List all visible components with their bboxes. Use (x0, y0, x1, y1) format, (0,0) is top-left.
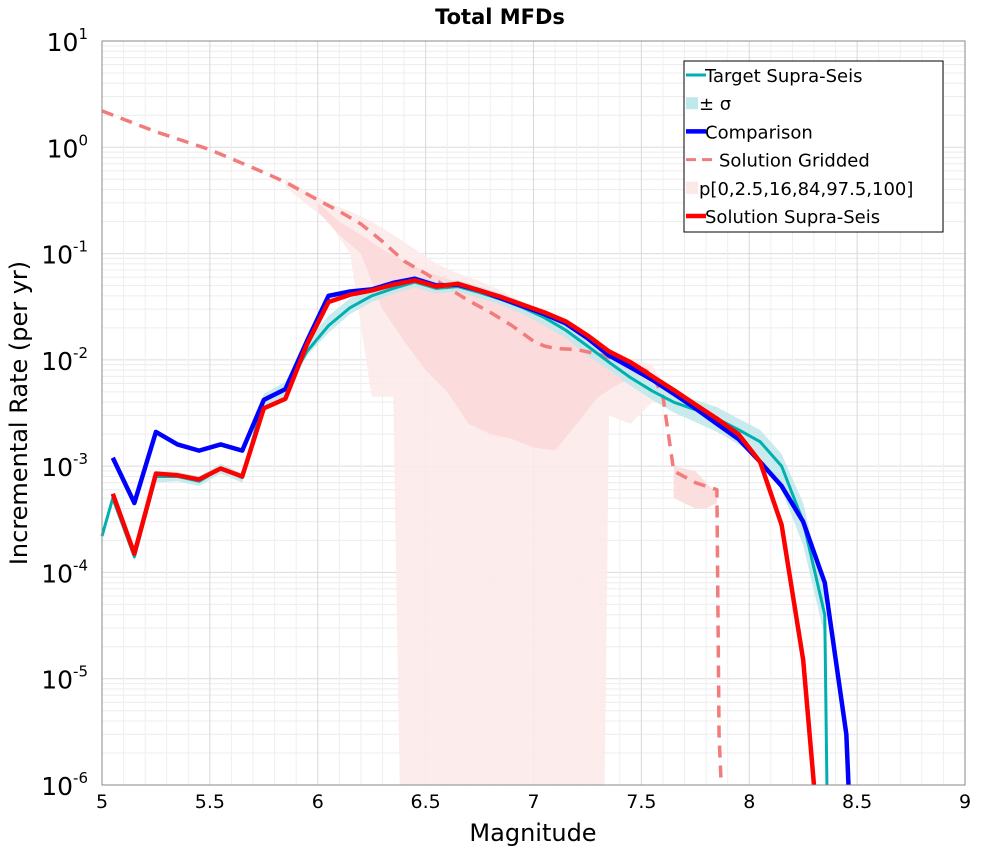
legend-label: Target Supra-Seis (704, 66, 862, 87)
y-tick-label: 101 (47, 25, 88, 57)
x-tick-label: 8.5 (842, 791, 872, 813)
legend-label: Comparison (705, 122, 813, 143)
series-solution-gridded (101, 109, 723, 786)
chart-title: Total MFDs (435, 5, 565, 29)
x-tick-label: 6 (312, 791, 324, 813)
band-p-0-2-5-16-84-97-5-100-tail (673, 466, 717, 509)
series-lines (100, 109, 851, 786)
x-tick-label: 6.5 (411, 791, 441, 813)
series-solution-supra-seis (110, 278, 817, 786)
plot-frame (101, 40, 966, 786)
y-tick-label: 10-1 (41, 238, 88, 270)
x-tick-label: 9 (959, 791, 971, 813)
x-tick-label: 5 (96, 791, 108, 813)
legend-label: Solution Supra-Seis (705, 207, 880, 228)
legend-label: p[0,2.5,16,84,97.5,100] (699, 179, 913, 200)
band-p-0-2-5-16-84-97-5-100-inner (317, 202, 642, 451)
x-axis-label: Magnitude (469, 819, 596, 847)
legend-label: ± σ (699, 94, 731, 115)
y-tick-label: 10-2 (41, 344, 88, 376)
y-tick-label: 10-3 (41, 450, 88, 482)
y-axis-label: Incremental Rate (per yr) (5, 261, 33, 565)
x-axis-ticks: 5 5.5 6 6.5 7 7.5 8 8.5 9 (96, 791, 971, 813)
y-axis-ticks: 10-6 10-5 10-4 10-3 10-2 10-1 100 101 (41, 25, 88, 801)
legend: Target Supra-Seis ± σ Comparison Solution G… (683, 60, 944, 233)
x-tick-label: 7.5 (626, 791, 656, 813)
x-tick-label: 7 (527, 791, 539, 813)
y-tick-label: 10-5 (41, 663, 88, 695)
legend-swatch (686, 97, 698, 110)
legend-label: Solution Gridded (719, 151, 870, 172)
y-tick-label: 10-4 (41, 556, 88, 588)
legend-swatch (686, 181, 698, 194)
y-tick-label: 10-6 (41, 769, 88, 801)
legend-box (683, 60, 944, 233)
x-tick-label: 5.5 (195, 791, 225, 813)
x-tick-label: 8 (743, 791, 755, 813)
y-tick-label: 100 (47, 131, 88, 163)
